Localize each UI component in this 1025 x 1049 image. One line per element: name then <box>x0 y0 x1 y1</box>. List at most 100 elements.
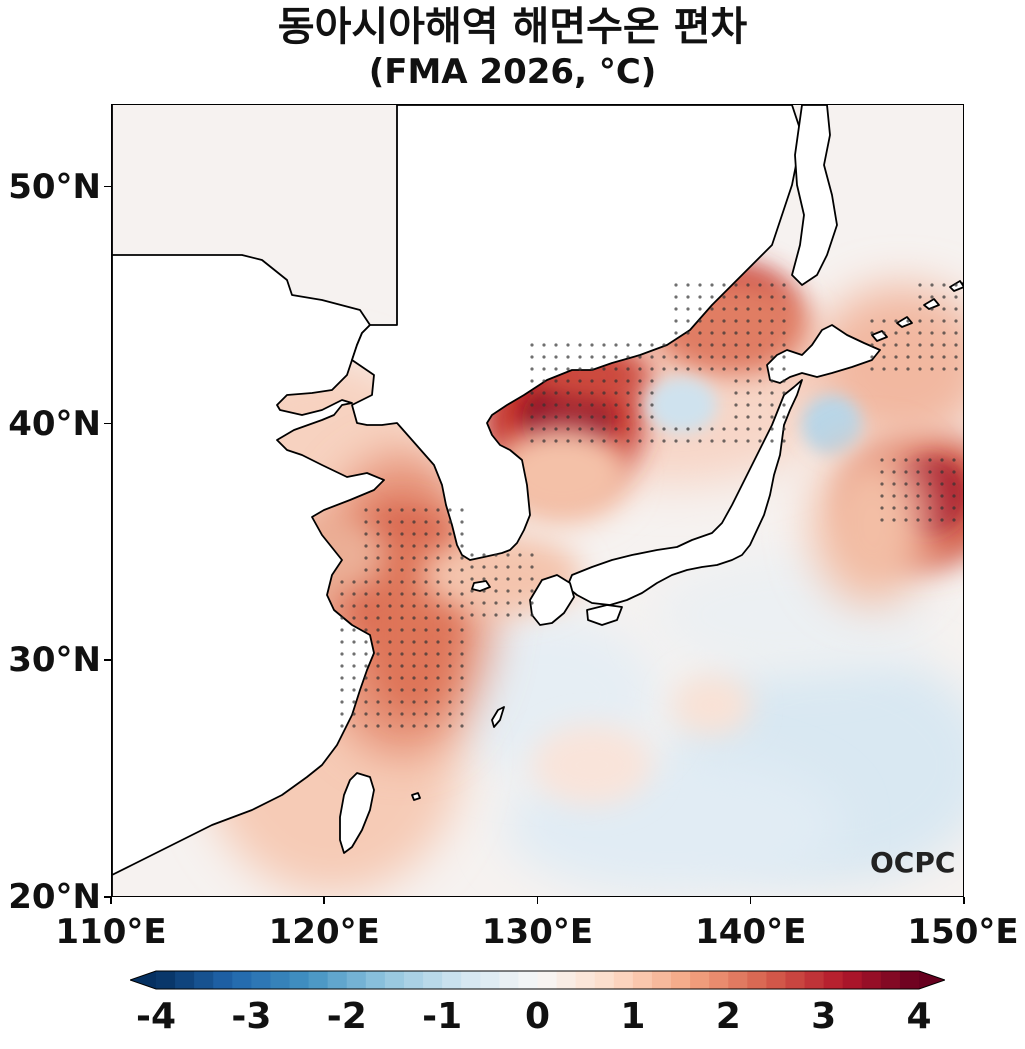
significance-dot <box>566 439 570 443</box>
significance-dot <box>436 676 440 680</box>
significance-dot <box>400 688 404 692</box>
significance-dot <box>352 700 356 704</box>
significance-dot <box>770 319 774 323</box>
significance-dot <box>412 520 416 524</box>
significance-dot <box>918 283 922 287</box>
significance-dot <box>626 367 630 371</box>
significance-dot <box>448 556 452 560</box>
y-tick-label: 50°N <box>8 166 101 207</box>
significance-dot <box>460 628 464 632</box>
significance-dot <box>376 544 380 548</box>
significance-dot <box>590 355 594 359</box>
significance-dot <box>698 331 702 335</box>
significance-dot <box>364 652 368 656</box>
significance-dot <box>758 331 762 335</box>
significance-dot <box>602 379 606 383</box>
significance-dot <box>448 568 452 572</box>
significance-dot <box>674 307 678 311</box>
significance-dot <box>638 343 642 347</box>
significance-dot <box>470 553 474 557</box>
significance-dot <box>942 307 946 311</box>
significance-dot <box>770 391 774 395</box>
kuril-island-3 <box>923 298 940 310</box>
significance-dot <box>424 592 428 596</box>
significance-dot <box>746 391 750 395</box>
significance-dot <box>930 355 934 359</box>
significance-dot <box>638 367 642 371</box>
significance-dot <box>518 565 522 569</box>
significance-dot <box>758 439 762 443</box>
significance-dot <box>352 664 356 668</box>
significance-dot <box>638 391 642 395</box>
significance-dot <box>904 458 908 462</box>
significance-dot <box>638 379 642 383</box>
colorbar-segment <box>346 971 367 989</box>
colorbar-segment <box>747 971 767 989</box>
significance-dot <box>894 343 898 347</box>
significance-dot <box>554 367 558 371</box>
significance-dot <box>424 556 428 560</box>
significance-dot <box>412 580 416 584</box>
significance-dot <box>578 427 582 431</box>
significance-dot <box>722 331 726 335</box>
significance-dot <box>734 439 738 443</box>
significance-dot <box>424 712 428 716</box>
significance-dot <box>340 604 344 608</box>
significance-dot <box>388 580 392 584</box>
significance-dot <box>376 568 380 572</box>
significance-dot <box>388 664 392 668</box>
significance-dot <box>388 520 392 524</box>
colorbar-segment <box>899 971 920 989</box>
significance-dot <box>710 355 714 359</box>
significance-dot <box>388 700 392 704</box>
significance-dot <box>448 676 452 680</box>
significance-dot <box>554 391 558 395</box>
significance-dot <box>566 355 570 359</box>
significance-dot <box>448 532 452 536</box>
significance-dot <box>470 613 474 617</box>
significance-dot <box>954 343 958 347</box>
significance-dot <box>424 688 428 692</box>
significance-dot <box>376 604 380 608</box>
y-tick-mark <box>104 422 111 425</box>
significance-dot <box>448 664 452 668</box>
significance-dot <box>770 283 774 287</box>
significance-dot <box>448 544 452 548</box>
significance-dot <box>388 652 392 656</box>
significance-dot <box>882 343 886 347</box>
colorbar-segment <box>175 971 195 989</box>
significance-dot <box>758 343 762 347</box>
significance-dot <box>746 331 750 335</box>
significance-dot <box>554 403 558 407</box>
significance-dot <box>602 355 606 359</box>
significance-dot <box>448 616 452 620</box>
significance-dot <box>880 518 884 522</box>
y-tick-mark <box>104 659 111 661</box>
x-tick-mark <box>323 897 325 904</box>
significance-dot <box>942 283 946 287</box>
significance-dot <box>782 355 786 359</box>
colorbar-tick-label: 4 <box>906 996 932 1037</box>
significance-dot <box>698 295 702 299</box>
significance-dot <box>746 343 750 347</box>
significance-dot <box>662 343 666 347</box>
significance-dot <box>578 415 582 419</box>
significance-dot <box>460 664 464 668</box>
significance-dot <box>424 640 428 644</box>
significance-dot <box>400 580 404 584</box>
significance-dot <box>614 427 618 431</box>
colorbar-segment <box>594 971 615 989</box>
significance-dot <box>722 439 726 443</box>
x-tick-mark <box>749 897 752 904</box>
significance-dot <box>638 427 642 431</box>
colorbar-tick-label: -3 <box>231 996 272 1037</box>
significance-dot <box>364 532 368 536</box>
significance-dot <box>436 604 440 608</box>
significance-dot <box>364 520 368 524</box>
significance-dot <box>542 427 546 431</box>
colorbar-segment <box>156 971 176 989</box>
significance-dot <box>364 688 368 692</box>
significance-dot <box>650 427 654 431</box>
significance-dots <box>340 283 958 728</box>
significance-dot <box>460 580 464 584</box>
